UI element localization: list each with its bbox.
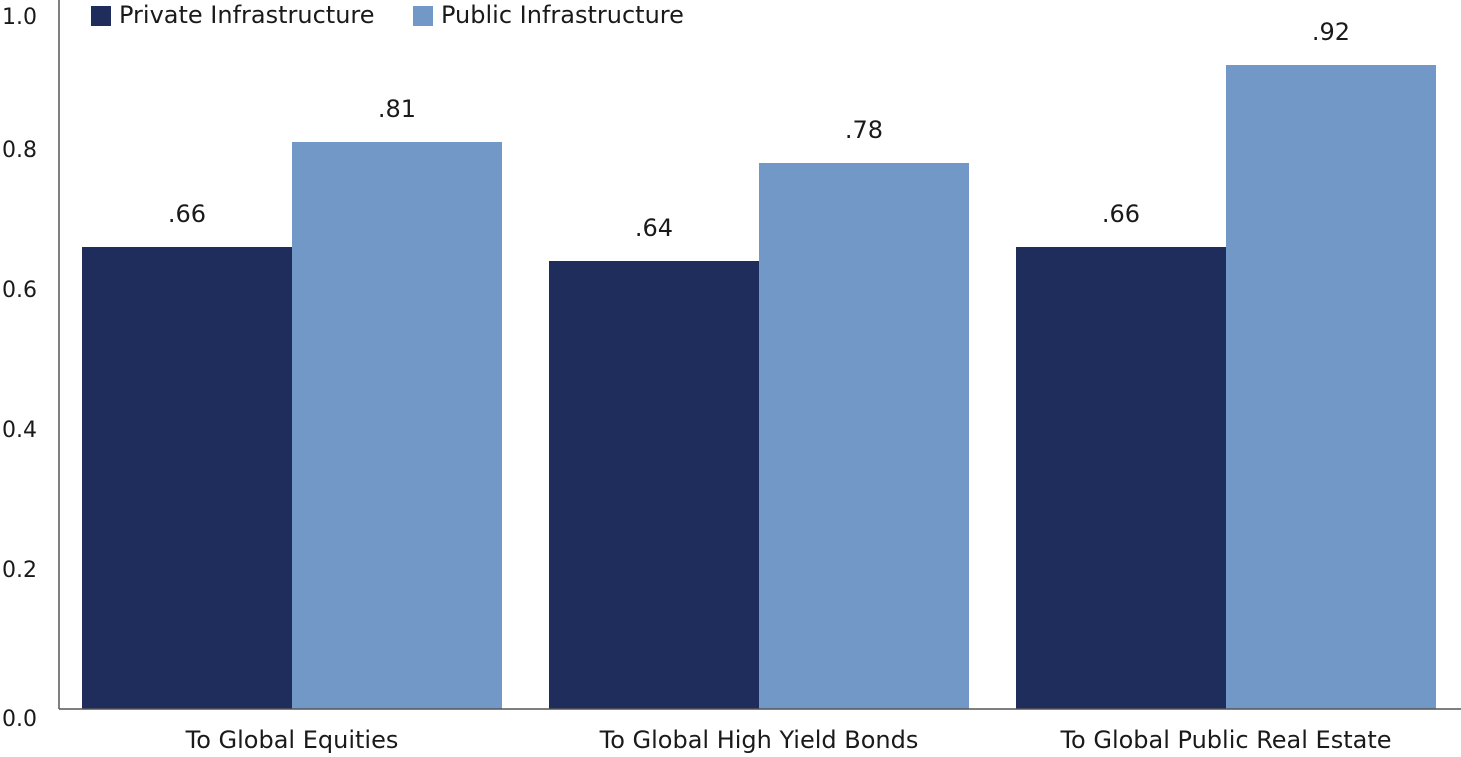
legend-label: Private Infrastructure: [119, 1, 375, 29]
bar: [1016, 247, 1226, 709]
data-label: .81: [378, 95, 416, 123]
data-label: .78: [845, 116, 883, 144]
y-tick-label: 0.0: [2, 707, 37, 732]
bar: [759, 163, 969, 709]
bar: [292, 142, 502, 709]
y-axis-ticks: 0.0 0.2 0.4 0.6 0.8 1.0: [2, 5, 37, 732]
legend-swatch: [91, 6, 111, 26]
legend-swatch: [413, 6, 433, 26]
category-label: To Global High Yield Bonds: [599, 726, 919, 754]
y-tick-label: 0.8: [2, 138, 37, 163]
data-label: .66: [168, 200, 206, 228]
category-labels: To Global Equities To Global High Yield B…: [185, 726, 1392, 754]
data-label: .64: [635, 214, 673, 242]
data-labels: .66 .81 .64 .78 .66 .92: [168, 18, 1350, 242]
y-tick-label: 1.0: [2, 5, 37, 30]
bars: [82, 65, 1436, 709]
bar: [82, 247, 292, 709]
data-label: .92: [1312, 18, 1350, 46]
y-tick-label: 0.2: [2, 558, 37, 583]
category-label: To Global Public Real Estate: [1059, 726, 1391, 754]
y-tick-label: 0.6: [2, 278, 37, 303]
data-label: .66: [1102, 200, 1140, 228]
y-tick-label: 0.4: [2, 418, 37, 443]
legend: Private Infrastructure Public Infrastruct…: [91, 1, 684, 29]
legend-label: Public Infrastructure: [441, 1, 684, 29]
category-label: To Global Equities: [185, 726, 399, 754]
bar: [1226, 65, 1436, 709]
bar: [549, 261, 759, 709]
